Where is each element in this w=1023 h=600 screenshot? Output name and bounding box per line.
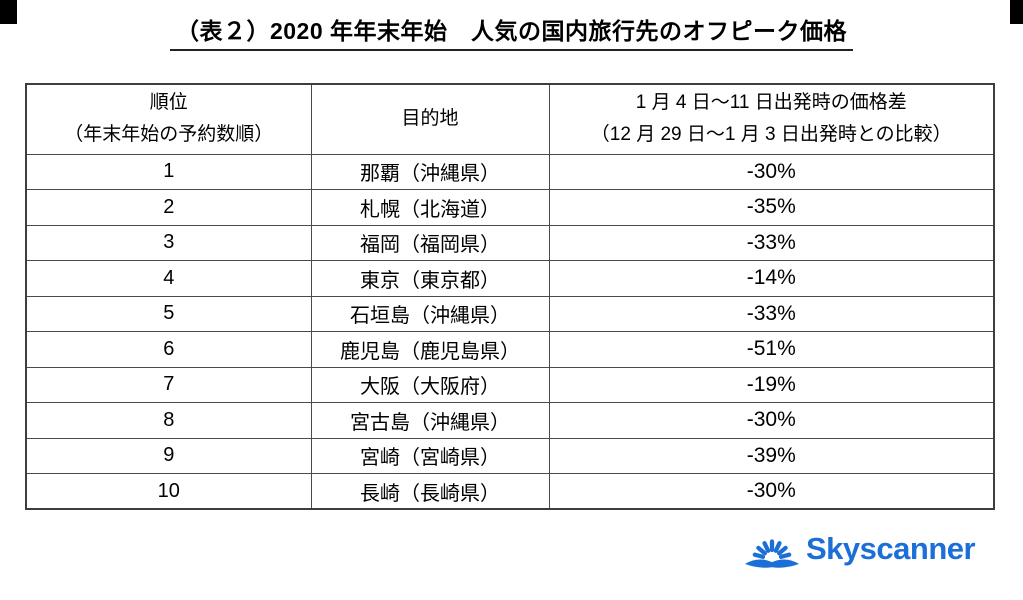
header-diff-line1: 1 月 4 日～11 日出発時の価格差 [635, 92, 907, 114]
diff-cell: -51% [548, 331, 995, 368]
destination-cell: 宮崎（宮崎県） [310, 437, 550, 474]
header-rank-line2: （年末年始の予約数順） [64, 124, 274, 146]
header-rank-line1: 順位 [149, 92, 188, 114]
skyscanner-wordmark: Skyscanner [806, 531, 976, 566]
destination-cell: 鹿児島（鹿児島県） [310, 331, 550, 368]
destination-cell: 福岡（福岡県） [310, 224, 550, 261]
table-row: 3 福岡（福岡県） -33% [25, 224, 995, 261]
destination-cell: 東京（東京都） [310, 260, 550, 297]
table-row: 6 鹿児島（鹿児島県） -51% [25, 331, 995, 368]
title-row: （表２）2020 年年末年始 人気の国内旅行先のオフピーク価格 [0, 12, 1023, 51]
diff-cell: -33% [548, 295, 995, 332]
diff-cell: -30% [548, 402, 995, 439]
table-row: 5 石垣島（沖縄県） -33% [25, 295, 995, 332]
destination-cell: 大阪（大阪府） [310, 366, 550, 403]
rank-cell: 6 [25, 331, 312, 368]
table-row: 10 長崎（長崎県） -30% [25, 473, 995, 510]
table-row: 9 宮崎（宮崎県） -39% [25, 437, 995, 474]
rank-cell: 10 [25, 473, 312, 510]
rank-cell: 2 [25, 189, 312, 226]
rank-cell: 1 [25, 153, 312, 190]
rank-cell: 5 [25, 295, 312, 332]
header-price-diff: 1 月 4 日～11 日出発時の価格差 （12 月 29 日～1 月 3 日出発… [548, 83, 995, 155]
table-row: 4 東京（東京都） -14% [25, 260, 995, 297]
rank-cell: 9 [25, 437, 312, 474]
scan-artifact-top-right [1010, 0, 1023, 24]
header-rank: 順位 （年末年始の予約数順） [25, 83, 312, 155]
scan-artifact-top-left [0, 0, 17, 24]
rank-cell: 7 [25, 366, 312, 403]
header-diff-line2: （12 月 29 日～1 月 3 日出発時との比較） [590, 124, 952, 146]
rank-cell: 4 [25, 260, 312, 297]
diff-cell: -30% [548, 473, 995, 510]
skyscanner-logo: Skyscanner [744, 527, 976, 571]
table-header-row: 順位 （年末年始の予約数順） 目的地 1 月 4 日～11 日出発時の価格差 （… [25, 83, 995, 155]
destination-cell: 那覇（沖縄県） [310, 153, 550, 190]
diff-cell: -35% [548, 189, 995, 226]
sunrise-icon [744, 539, 800, 568]
diff-cell: -14% [548, 260, 995, 297]
diff-cell: -19% [548, 366, 995, 403]
diff-cell: -30% [548, 153, 995, 190]
offpeak-price-table: 順位 （年末年始の予約数順） 目的地 1 月 4 日～11 日出発時の価格差 （… [25, 83, 995, 510]
table-row: 8 宮古島（沖縄県） -30% [25, 402, 995, 439]
destination-cell: 札幌（北海道） [310, 189, 550, 226]
table-row: 7 大阪（大阪府） -19% [25, 366, 995, 403]
rank-cell: 8 [25, 402, 312, 439]
table-row: 1 那覇（沖縄県） -30% [25, 153, 995, 190]
destination-cell: 長崎（長崎県） [310, 473, 550, 510]
header-destination: 目的地 [310, 83, 550, 155]
destination-cell: 宮古島（沖縄県） [310, 402, 550, 439]
table-row: 2 札幌（北海道） -35% [25, 189, 995, 226]
page-title: （表２）2020 年年末年始 人気の国内旅行先のオフピーク価格 [169, 12, 854, 51]
destination-cell: 石垣島（沖縄県） [310, 295, 550, 332]
diff-cell: -33% [548, 224, 995, 261]
diff-cell: -39% [548, 437, 995, 474]
rank-cell: 3 [25, 224, 312, 261]
